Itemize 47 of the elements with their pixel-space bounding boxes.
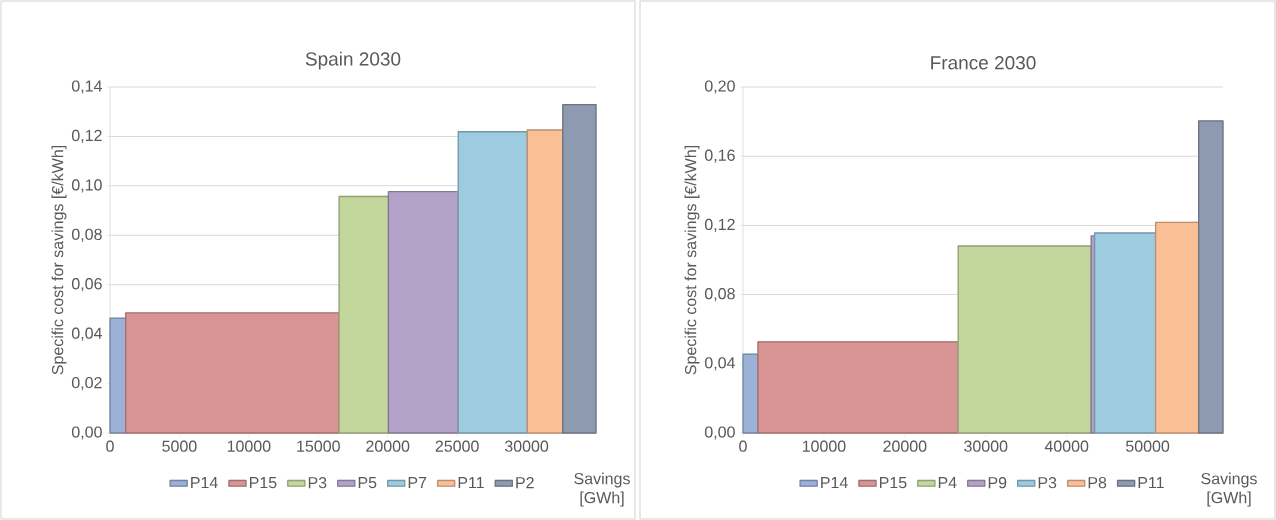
y-axis-title: Specific cost for savings [€/kWh]	[51, 146, 67, 375]
x-axis-title: Savings [GWh]	[1201, 472, 1257, 507]
legend-label: P8	[1088, 477, 1107, 489]
y-tick-label: 0,08	[71, 228, 102, 242]
legend-label: P7	[408, 477, 427, 489]
legend-label: P5	[358, 477, 377, 489]
x-tick-label: 0	[739, 440, 747, 452]
y-tick-label: 0,00	[71, 426, 102, 440]
y-tick-label: 0,12	[704, 218, 735, 232]
x-tick-label: 30000	[504, 440, 549, 452]
x-tick-label: 20000	[366, 440, 410, 452]
y-tick-label: 0,20	[704, 80, 735, 94]
y-tick-label: 0,04	[704, 357, 735, 371]
legend-label: P11	[458, 477, 484, 489]
x-axis-title: Savings [GWh]	[574, 472, 630, 507]
x-tick-label: 10000	[227, 440, 271, 452]
x-tick-label: 10000	[802, 440, 846, 452]
y-tick-label: 0,08	[704, 288, 735, 302]
y-tick-label: 0,16	[704, 149, 735, 163]
x-tick-label: 30000	[964, 440, 1008, 452]
y-tick-label: 0,04	[71, 327, 102, 341]
y-tick-label: 0,00	[704, 426, 735, 440]
y-tick-label: 0,02	[71, 376, 102, 391]
x-tick-label: 50000	[1126, 440, 1170, 452]
x-tick-label: 5000	[162, 440, 197, 452]
x-tick-label: 40000	[1044, 440, 1089, 452]
chart-title: Spain 2030	[305, 51, 401, 70]
legend-label: P3	[308, 477, 327, 489]
x-tick-label: 25000	[435, 440, 479, 452]
y-tick-label: 0,10	[71, 179, 102, 193]
y-tick-label: 0,12	[71, 129, 102, 144]
chart-title: France 2030	[931, 56, 1036, 70]
legend-label: P9	[988, 477, 1007, 489]
x-tick-label: 20000	[883, 440, 927, 452]
legend-label: P15	[879, 477, 907, 489]
x-tick-label: 15000	[297, 440, 340, 452]
legend-label: P15	[249, 477, 277, 489]
legend-label: P11	[1138, 477, 1164, 489]
legend-label: P3	[1038, 477, 1057, 489]
legend-label: P2	[516, 477, 534, 489]
y-axis-title: Specific cost for savings [€/kWh]	[684, 146, 700, 375]
x-tick-label: 0	[106, 440, 114, 452]
y-tick-label: 0,14	[71, 80, 102, 94]
legend-label: P14	[191, 477, 218, 489]
legend-label: P4	[938, 477, 957, 489]
legend-label: P14	[821, 477, 848, 489]
y-tick-label: 0,06	[71, 278, 102, 292]
